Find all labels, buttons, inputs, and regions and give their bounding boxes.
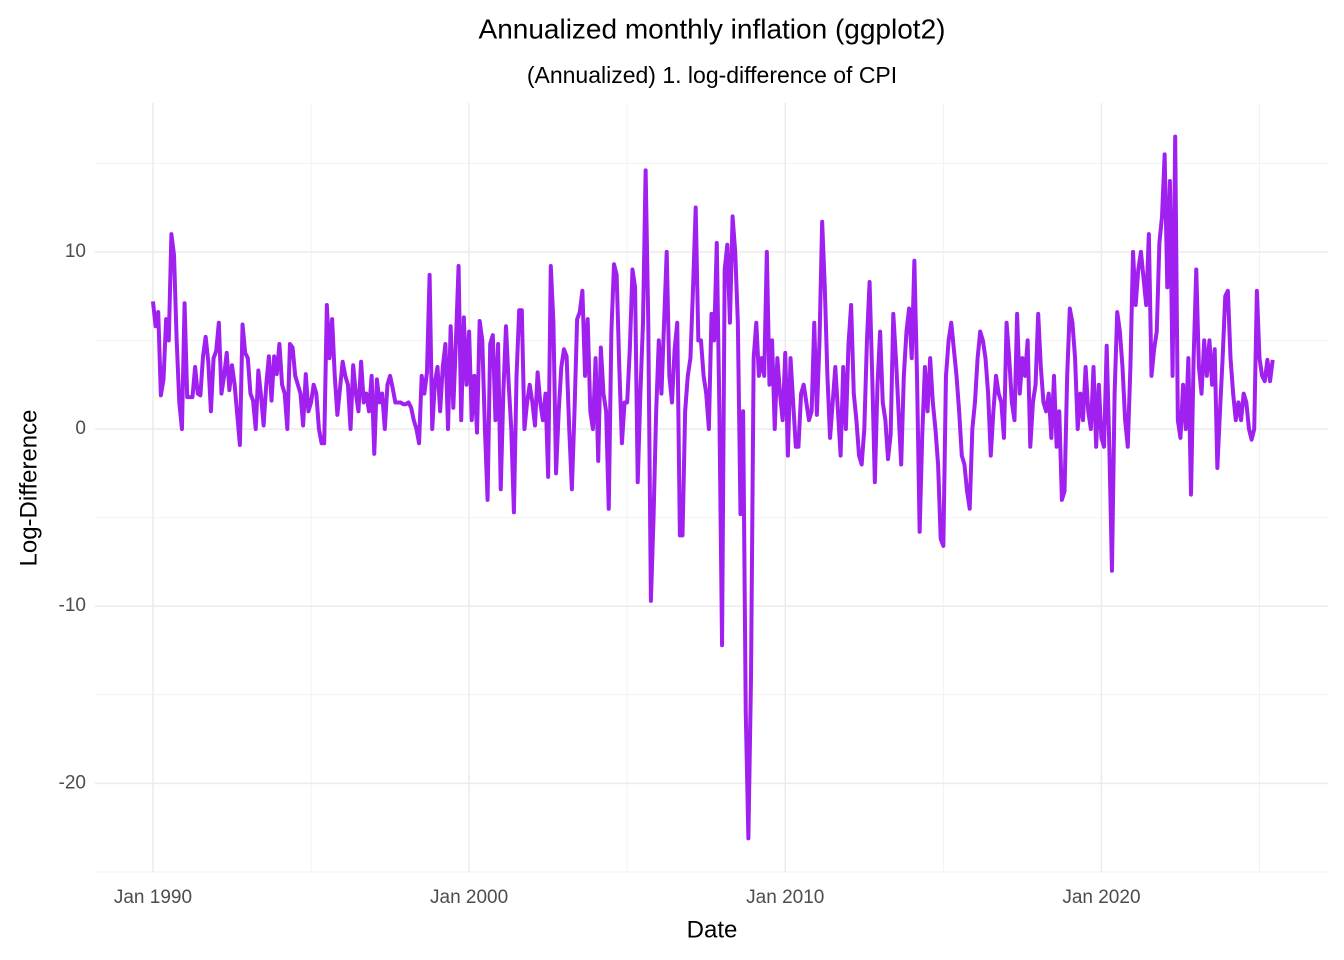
chart-subtitle: (Annualized) 1. log-difference of CPI	[527, 62, 897, 88]
y-tick-label: 0	[75, 418, 86, 439]
y-tick-label: -10	[59, 595, 86, 616]
data-line	[150, 134, 1275, 841]
grid: -20 -10 0 10 Jan 1990 Jan 2000 Jan 2010 Jan 202…	[59, 103, 1328, 908]
x-tick-label: Jan 2010	[746, 887, 824, 908]
x-tick-label: Jan 2020	[1062, 887, 1140, 908]
x-tick-label: Jan 1990	[114, 887, 192, 908]
x-tick-label: Jan 2000	[430, 887, 508, 908]
plot-area	[150, 134, 1275, 841]
x-axis-title: Date	[687, 916, 738, 943]
y-tick-label: -20	[59, 772, 86, 793]
chart-title: Annualized monthly inflation (ggplot2)	[479, 13, 946, 44]
y-axis-title: Log-Difference	[15, 410, 42, 567]
y-tick-label: 10	[65, 241, 86, 262]
